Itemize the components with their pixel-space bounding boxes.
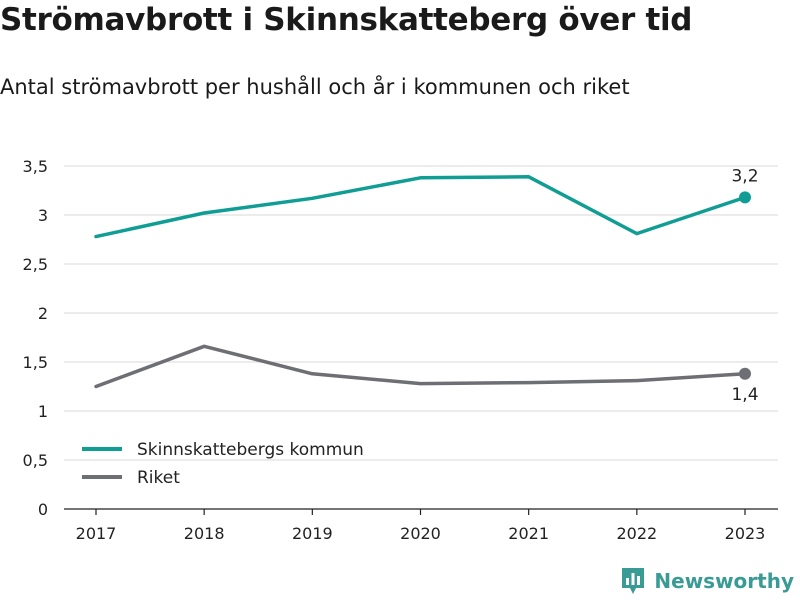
y-tick-label: 1,5 [23,353,48,372]
series-lines [94,175,751,389]
grid-lines [64,165,778,461]
x-axis: 2017 2018 2019 2020 2021 2022 2023 [64,508,778,543]
x-tick-label: 2019 [292,524,333,543]
newsworthy-logo-icon [622,568,645,594]
end-point [739,191,751,204]
y-tick-label: 3,5 [23,157,48,176]
x-tick-label: 2021 [508,524,549,543]
y-tick-label: 0,5 [23,451,48,470]
chart-title: Strömavbrott i Skinnskatteberg över tid [0,2,693,38]
x-tick-label: 2017 [76,524,117,543]
legend-label: Skinnskattebergs kommun [137,440,364,460]
brand-name: Newsworthy [654,569,794,593]
y-tick-label: 1 [38,402,48,421]
y-tick-label: 0 [38,500,48,519]
chart-subtitle: Antal strömavbrott per hushåll och år i … [0,75,630,99]
data-label: 3,2 [731,166,758,186]
legend: Skinnskattebergs kommun Riket [82,440,364,488]
y-tick-label: 2,5 [23,255,48,274]
x-tick-label: 2022 [616,524,657,543]
end-point [739,367,751,380]
x-tick-label: 2023 [725,524,766,543]
y-axis: 0 0,5 1 1,5 2 2,5 3 3,5 [23,157,48,519]
y-tick-label: 2 [38,304,48,323]
y-tick-label: 3 [38,206,48,225]
data-label: 1,4 [731,385,758,405]
series-line [94,175,747,239]
x-tick-label: 2018 [184,524,225,543]
data-labels: 3,2 1,4 [731,166,758,404]
series-line [94,344,747,389]
x-tick-label: 2020 [400,524,441,543]
legend-label: Riket [137,468,180,488]
brand-logo: Newsworthy [620,566,794,596]
